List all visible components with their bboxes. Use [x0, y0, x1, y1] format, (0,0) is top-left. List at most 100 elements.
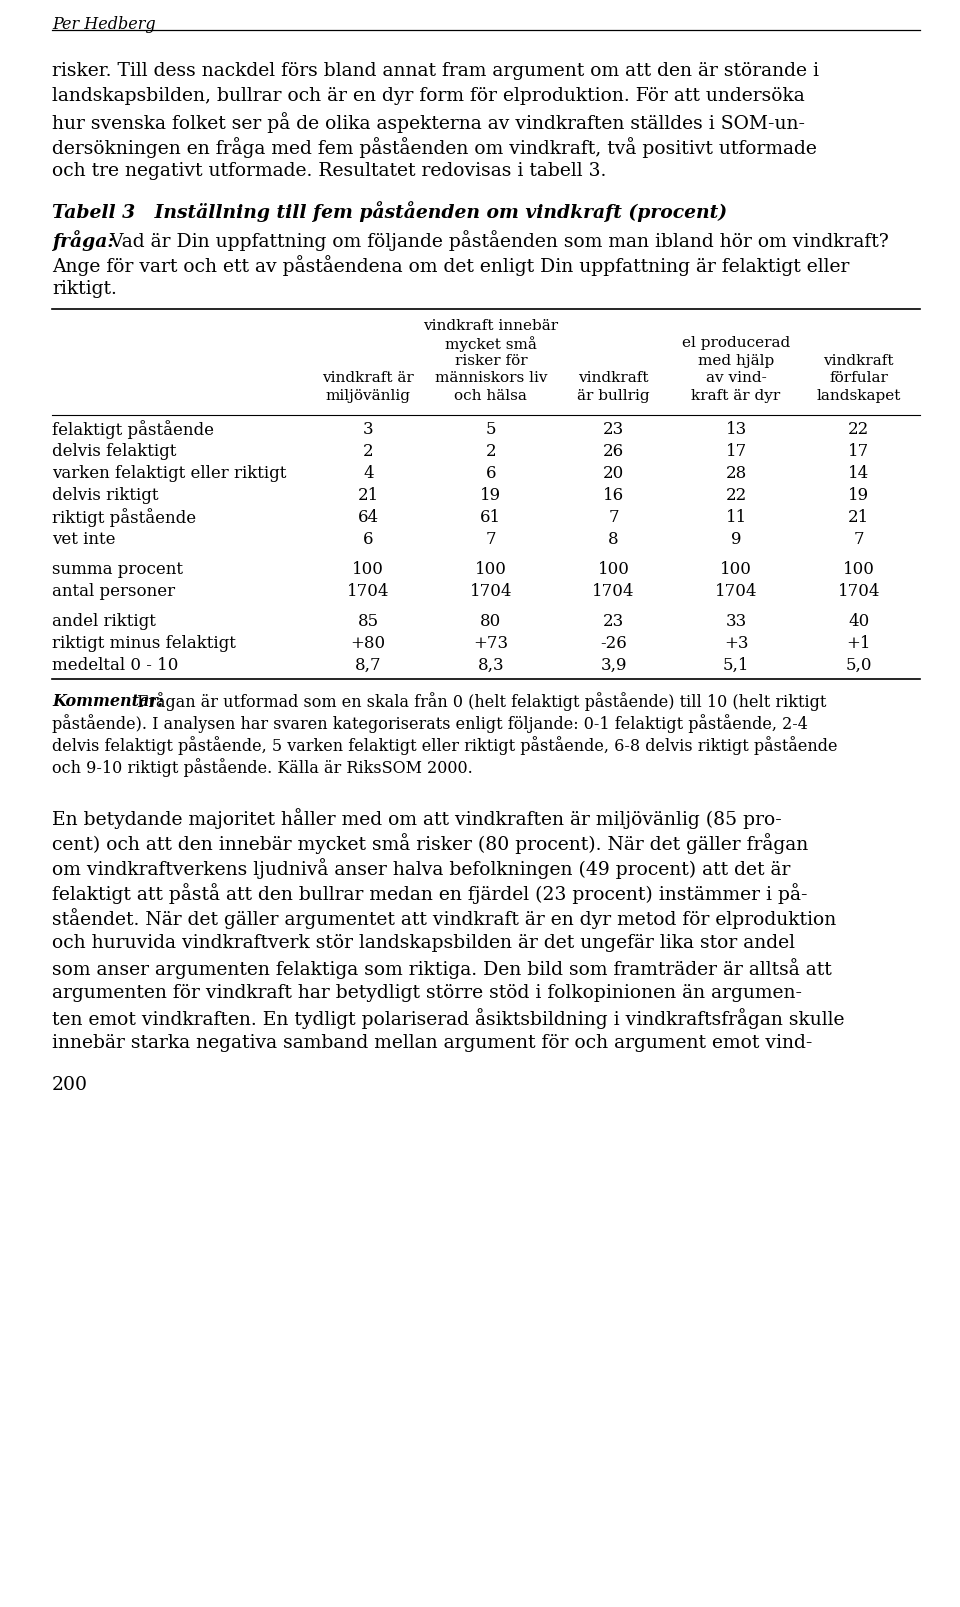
Text: 6: 6 — [363, 530, 373, 548]
Text: 85: 85 — [358, 612, 379, 630]
Text: Ange för vart och ett av påståendena om det enligt Din uppfattning är felaktigt : Ange för vart och ett av påståendena om … — [52, 256, 850, 276]
Text: är bullrig: är bullrig — [577, 389, 650, 403]
Text: 100: 100 — [352, 561, 384, 577]
Text: 21: 21 — [848, 508, 870, 525]
Text: Kommentar:: Kommentar: — [52, 693, 163, 710]
Text: summa procent: summa procent — [52, 561, 183, 577]
Text: vindkraft är: vindkraft är — [323, 371, 414, 386]
Text: dersökningen en fråga med fem påståenden om vindkraft, två positivt utformade: dersökningen en fråga med fem påståenden… — [52, 137, 817, 157]
Text: 2: 2 — [486, 442, 496, 460]
Text: felaktigt att påstå att den bullrar medan en fjärdel (23 procent) instämmer i på: felaktigt att påstå att den bullrar meda… — [52, 884, 807, 905]
Text: Frågan är utformad som en skala från 0 (helt felaktigt påstående) till 10 (helt : Frågan är utformad som en skala från 0 (… — [132, 693, 827, 712]
Text: 13: 13 — [726, 421, 747, 437]
Text: Tabell 3   Inställning till fem påståenden om vindkraft (procent): Tabell 3 Inställning till fem påståenden… — [52, 201, 727, 222]
Text: delvis felaktigt: delvis felaktigt — [52, 442, 177, 460]
Text: kraft är dyr: kraft är dyr — [691, 389, 780, 403]
Text: 3,9: 3,9 — [600, 657, 627, 673]
Text: och hälsa: och hälsa — [454, 389, 527, 403]
Text: 28: 28 — [726, 464, 747, 482]
Text: -26: -26 — [600, 635, 627, 651]
Text: felaktigt påstående: felaktigt påstående — [52, 421, 214, 439]
Text: 11: 11 — [726, 508, 747, 525]
Text: 19: 19 — [848, 487, 869, 503]
Text: 61: 61 — [480, 508, 501, 525]
Text: miljövänlig: miljövänlig — [325, 389, 411, 403]
Text: 5,0: 5,0 — [846, 657, 872, 673]
Text: cent) och att den innebär mycket små risker (80 procent). När det gäller frågan: cent) och att den innebär mycket små ris… — [52, 834, 808, 855]
Text: 21: 21 — [358, 487, 379, 503]
Text: el producerad: el producerad — [682, 336, 790, 350]
Text: fråga:: fråga: — [52, 230, 114, 251]
Text: 1704: 1704 — [837, 582, 880, 599]
Text: 80: 80 — [480, 612, 501, 630]
Text: 16: 16 — [603, 487, 624, 503]
Text: delvis riktigt: delvis riktigt — [52, 487, 158, 503]
Text: mycket små: mycket små — [445, 336, 537, 352]
Text: av vind-: av vind- — [706, 371, 766, 386]
Text: 40: 40 — [848, 612, 870, 630]
Text: påstående). I analysen har svaren kategoriserats enligt följande: 0-1 felaktigt : påstående). I analysen har svaren katego… — [52, 715, 808, 733]
Text: landskapet: landskapet — [817, 389, 900, 403]
Text: 17: 17 — [848, 442, 870, 460]
Text: innebär starka negativa samband mellan argument för och argument emot vind-: innebär starka negativa samband mellan a… — [52, 1033, 812, 1051]
Text: En betydande majoritet håller med om att vindkraften är miljövänlig (85 pro-: En betydande majoritet håller med om att… — [52, 808, 781, 829]
Text: och 9-10 riktigt påstående. Källa är RiksSOM 2000.: och 9-10 riktigt påstående. Källa är Rik… — [52, 759, 472, 778]
Text: 22: 22 — [726, 487, 747, 503]
Text: 100: 100 — [475, 561, 507, 577]
Text: ståendet. När det gäller argumentet att vindkraft är en dyr metod för elprodukti: ståendet. När det gäller argumentet att … — [52, 908, 836, 929]
Text: och tre negativt utformade. Resultatet redovisas i tabell 3.: och tre negativt utformade. Resultatet r… — [52, 162, 607, 180]
Text: 7: 7 — [853, 530, 864, 548]
Text: 1704: 1704 — [469, 582, 512, 599]
Text: 7: 7 — [609, 508, 619, 525]
Text: 19: 19 — [480, 487, 501, 503]
Text: om vindkraftverkens ljudnivå anser halva befolkningen (49 procent) att det är: om vindkraftverkens ljudnivå anser halva… — [52, 858, 790, 879]
Text: 8,7: 8,7 — [355, 657, 382, 673]
Text: vindkraft: vindkraft — [578, 371, 649, 386]
Text: 100: 100 — [843, 561, 875, 577]
Text: 6: 6 — [486, 464, 496, 482]
Text: +1: +1 — [847, 635, 871, 651]
Text: 2: 2 — [363, 442, 373, 460]
Text: 100: 100 — [597, 561, 630, 577]
Text: 1704: 1704 — [715, 582, 757, 599]
Text: med hjälp: med hjälp — [698, 354, 774, 368]
Text: +80: +80 — [350, 635, 386, 651]
Text: 26: 26 — [603, 442, 624, 460]
Text: 7: 7 — [486, 530, 496, 548]
Text: +3: +3 — [724, 635, 749, 651]
Text: antal personer: antal personer — [52, 582, 175, 599]
Text: 8,3: 8,3 — [477, 657, 504, 673]
Text: och huruvida vindkraftverk stör landskapsbilden är det ungefär lika stor andel: och huruvida vindkraftverk stör landskap… — [52, 934, 795, 951]
Text: 23: 23 — [603, 612, 624, 630]
Text: +73: +73 — [473, 635, 509, 651]
Text: förfular: förfular — [829, 371, 888, 386]
Text: 3: 3 — [363, 421, 373, 437]
Text: delvis felaktigt påstående, 5 varken felaktigt eller riktigt påstående, 6-8 delv: delvis felaktigt påstående, 5 varken fel… — [52, 736, 837, 755]
Text: Vad är Din uppfattning om följande påståenden som man ibland hör om vindkraft?: Vad är Din uppfattning om följande påstå… — [104, 230, 889, 251]
Text: riktigt.: riktigt. — [52, 280, 117, 297]
Text: risker för: risker för — [455, 354, 527, 368]
Text: 33: 33 — [726, 612, 747, 630]
Text: 64: 64 — [358, 508, 379, 525]
Text: medeltal 0 - 10: medeltal 0 - 10 — [52, 657, 179, 673]
Text: riktigt påstående: riktigt påstående — [52, 508, 196, 527]
Text: 1704: 1704 — [592, 582, 635, 599]
Text: vet inte: vet inte — [52, 530, 115, 548]
Text: 14: 14 — [848, 464, 870, 482]
Text: 200: 200 — [52, 1077, 88, 1094]
Text: varken felaktigt eller riktigt: varken felaktigt eller riktigt — [52, 464, 286, 482]
Text: risker. Till dess nackdel förs bland annat fram argument om att den är störande : risker. Till dess nackdel förs bland ann… — [52, 63, 819, 80]
Text: som anser argumenten felaktiga som riktiga. Den bild som framträder är alltså at: som anser argumenten felaktiga som rikti… — [52, 958, 831, 979]
Text: 100: 100 — [720, 561, 752, 577]
Text: 23: 23 — [603, 421, 624, 437]
Text: riktigt minus felaktigt: riktigt minus felaktigt — [52, 635, 236, 651]
Text: 9: 9 — [731, 530, 741, 548]
Text: 17: 17 — [726, 442, 747, 460]
Text: vindkraft innebär: vindkraft innebär — [423, 320, 559, 333]
Text: ten emot vindkraften. En tydligt polariserad åsiktsbildning i vindkraftsfrågan s: ten emot vindkraften. En tydligt polaris… — [52, 1009, 845, 1030]
Text: 4: 4 — [363, 464, 373, 482]
Text: 8: 8 — [609, 530, 619, 548]
Text: andel riktigt: andel riktigt — [52, 612, 156, 630]
Text: landskapsbilden, bullrar och är en dyr form för elproduktion. För att undersöka: landskapsbilden, bullrar och är en dyr f… — [52, 87, 804, 104]
Text: människors liv: människors liv — [435, 371, 547, 386]
